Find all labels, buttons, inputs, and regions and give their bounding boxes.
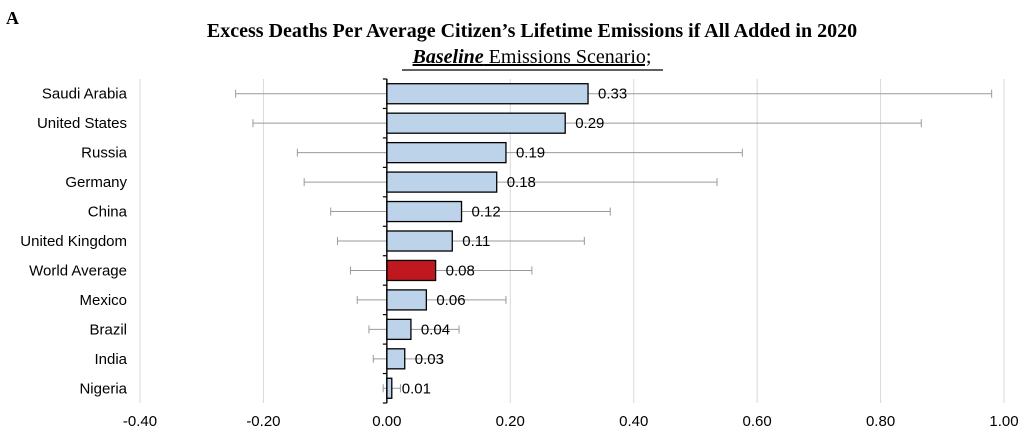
category-label: United Kingdom — [20, 233, 127, 250]
error-bars — [235, 89, 993, 393]
category-label: Saudi Arabia — [42, 86, 128, 103]
category-label: Nigeria — [79, 380, 127, 397]
value-label: 0.29 — [575, 115, 604, 132]
x-tick-label: 0.40 — [619, 413, 648, 430]
bar — [386, 171, 498, 193]
value-label: 0.33 — [598, 86, 627, 103]
bar — [386, 141, 507, 164]
panel-letter: A — [6, 8, 19, 28]
bar — [386, 230, 453, 252]
bar — [386, 289, 428, 311]
value-label: 0.08 — [446, 262, 475, 279]
category-label: Russia — [81, 145, 128, 162]
bars — [386, 83, 589, 399]
x-tick-label: 0.60 — [743, 413, 772, 430]
x-tick-label: 0.80 — [866, 413, 895, 430]
value-label: 0.11 — [462, 233, 490, 250]
value-label: 0.01 — [402, 380, 431, 397]
labels: -0.40 -0.20 0.00 0.20 0.40 0.60 0.80 1.00 0.33 Sa… — [20, 86, 1018, 430]
x-tick-label: 0.00 — [372, 413, 401, 430]
x-tick-label: -0.20 — [246, 413, 280, 430]
category-label: World Average — [29, 262, 127, 279]
x-tick-label: -0.40 — [123, 413, 157, 430]
x-tick-label: 1.00 — [989, 413, 1018, 430]
bar — [386, 83, 589, 105]
category-label: Mexico — [79, 292, 127, 309]
bar — [386, 200, 463, 223]
category-label: United States — [37, 115, 127, 132]
bar — [386, 318, 412, 341]
value-label: 0.12 — [472, 204, 501, 221]
chart-subtitle: Baseline Emissions Scenario; — [412, 46, 652, 68]
category-label: China — [88, 204, 128, 221]
subtitle-emphasis: Baseline — [412, 46, 484, 68]
value-label: 0.19 — [516, 145, 545, 162]
value-label: 0.04 — [421, 321, 450, 338]
category-label: Germany — [65, 174, 127, 191]
axes — [382, 78, 388, 404]
value-label: 0.03 — [415, 351, 444, 368]
subtitle-rest: Emissions Scenario; — [484, 46, 652, 68]
bar — [386, 259, 437, 282]
category-label: India — [94, 351, 127, 368]
x-tick-label: 0.20 — [496, 413, 525, 430]
category-label: Brazil — [89, 321, 127, 338]
value-label: 0.06 — [436, 292, 465, 309]
bar — [386, 112, 566, 134]
bar — [386, 348, 406, 370]
value-label: 0.18 — [507, 174, 536, 191]
chart-title: Excess Deaths Per Average Citizen’s Life… — [207, 20, 857, 42]
bar — [386, 377, 393, 399]
